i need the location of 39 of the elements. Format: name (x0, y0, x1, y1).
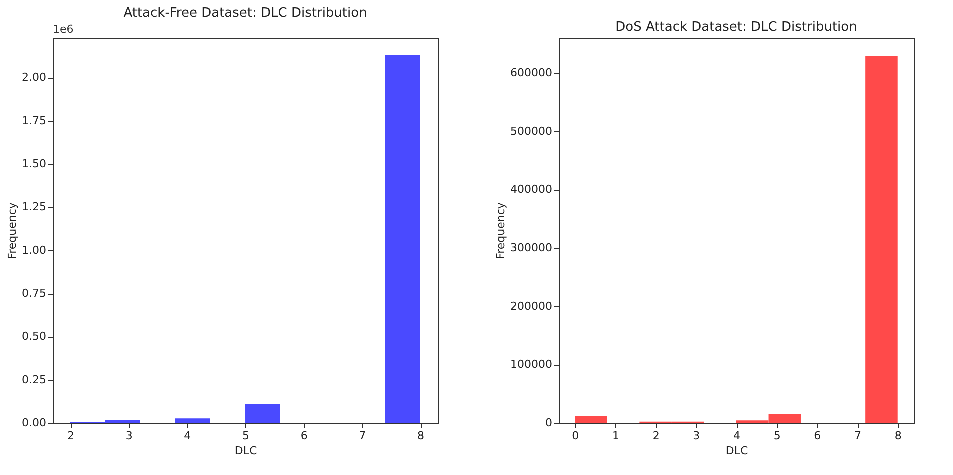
x-tick-label: 2 (652, 430, 660, 442)
y-tick-label: 100000 (510, 358, 552, 372)
x-tick-label: 4 (734, 430, 740, 442)
x-tick-label: 7 (359, 430, 366, 442)
x-tick-label: 3 (693, 430, 700, 442)
y-tick-label: 500000 (510, 124, 552, 138)
y-tick-label: 1.00 (22, 244, 46, 257)
x-tick-label: 1 (612, 430, 620, 442)
x-tick-label: 5 (242, 430, 250, 442)
y-tick-label: 400000 (510, 183, 552, 196)
y-tick-label: 0.50 (22, 330, 46, 344)
y-tick-label: 1.50 (22, 158, 46, 171)
x-axis-title: DLC (234, 444, 258, 458)
x-tick-label: 0 (572, 430, 580, 442)
y-tick-label: 0.00 (22, 416, 46, 430)
x-tick-label: 6 (300, 430, 308, 442)
y-tick-label: 1.75 (22, 114, 46, 128)
y-tick-label: 2.00 (22, 71, 46, 84)
chart-title: DoS Attack Dataset: DLC Distribution (616, 20, 858, 35)
x-tick-label: 6 (814, 430, 822, 442)
y-tick-label: 300000 (510, 242, 552, 254)
x-axis-title: DLC (726, 444, 748, 458)
y-tick-label: 0.75 (22, 287, 46, 300)
y-tick-label: 200000 (510, 300, 552, 313)
y-axis-title: Frequency (6, 202, 20, 260)
x-tick-label: 7 (854, 430, 862, 442)
x-tick-label: 5 (774, 430, 781, 442)
x-tick-label: 3 (126, 430, 133, 442)
x-tick-label: 2 (68, 430, 74, 442)
y-tick-label: 0 (546, 416, 552, 430)
y-tick-label: 1.25 (22, 200, 46, 214)
x-tick-label: 8 (418, 430, 424, 442)
y-axis-title: Frequency (494, 202, 508, 260)
text: 1e6 (53, 23, 74, 36)
x-tick-label: 4 (184, 430, 192, 442)
y-tick-label: 0.25 (22, 373, 46, 386)
chart-title: Attack-Free Dataset: DLC Distribution (124, 6, 368, 21)
y-tick-label: 600000 (510, 66, 552, 80)
x-tick-label: 8 (894, 430, 902, 442)
